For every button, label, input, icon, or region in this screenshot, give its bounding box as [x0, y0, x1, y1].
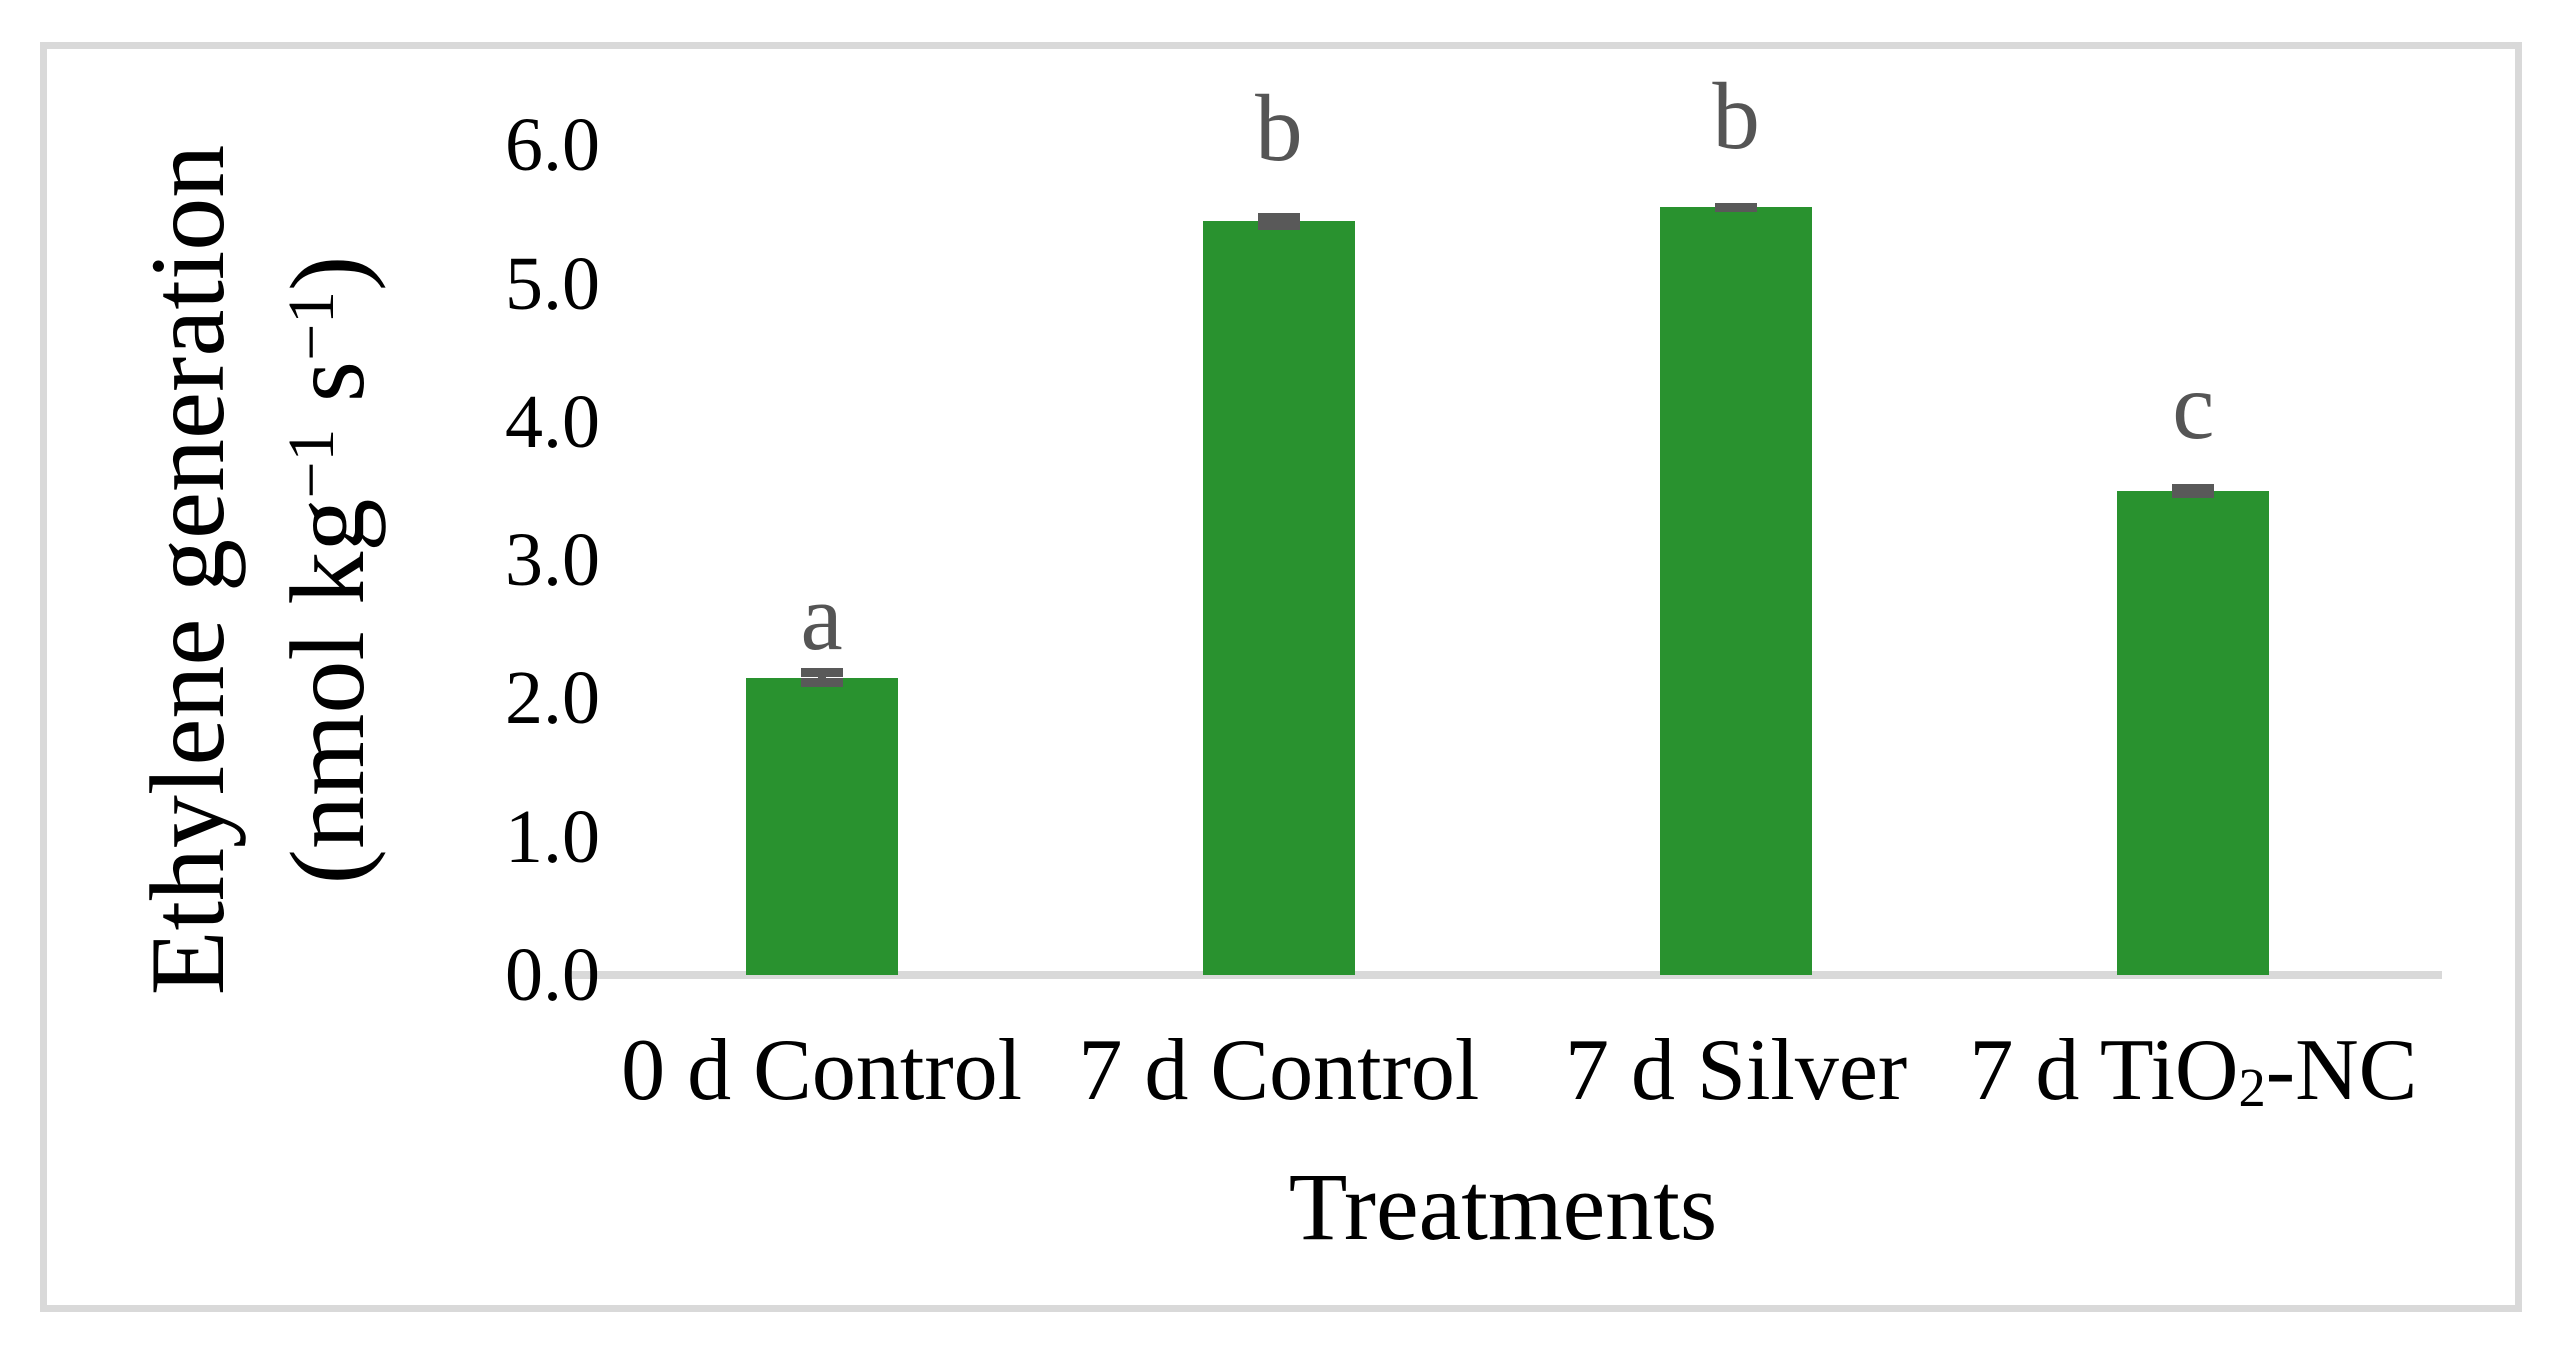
x-tick-label: 7 d TiO2-NC: [1969, 1022, 2418, 1119]
significance-letter: a: [800, 563, 843, 670]
y-tick-label: 1.0: [505, 794, 600, 879]
y-tick-label: 3.0: [505, 518, 600, 603]
error-bar-cap-bottom: [800, 678, 843, 688]
y-axis-title-line1: Ethylene generation: [129, 144, 247, 996]
bar: [1202, 221, 1355, 975]
y-tick-label: 0.0: [505, 933, 600, 1017]
error-bar-cap-top: [2172, 484, 2215, 494]
significance-letter: b: [1255, 74, 1303, 181]
bar: [2117, 490, 2270, 975]
bar: [1660, 207, 1813, 975]
error-bar-cap-bottom: [1257, 220, 1300, 230]
error-bar-cap-top: [800, 667, 843, 677]
significance-letter: b: [1712, 63, 1760, 170]
x-tick-label: 7 d Silver: [1565, 1022, 1908, 1119]
error-bar-stem: [817, 667, 826, 688]
y-tick-label: 4.0: [505, 379, 600, 464]
x-axis-title: Treatments: [1288, 1153, 1718, 1260]
bar: [745, 677, 898, 975]
y-tick-label: 2.0: [505, 656, 600, 741]
x-tick-label: 0 d Control: [621, 1022, 1023, 1119]
y-tick-label: 6.0: [505, 103, 600, 188]
x-tick-label: 7 d Control: [1078, 1022, 1480, 1119]
y-axis-title: Ethylene generation (nmol kg−1 s−1): [118, 145, 398, 996]
error-bar-cap-bottom: [1715, 202, 1758, 212]
y-tick-label: 5.0: [505, 241, 600, 326]
y-axis-title-line2: (nmol kg−1 s−1): [269, 255, 386, 885]
significance-letter: c: [2172, 353, 2215, 460]
error-bar-cap-bottom: [2172, 488, 2215, 498]
error-bar-cap-top: [1257, 212, 1300, 222]
x-axis-line: [568, 971, 2442, 979]
chart-frame-border: [40, 42, 2522, 1312]
